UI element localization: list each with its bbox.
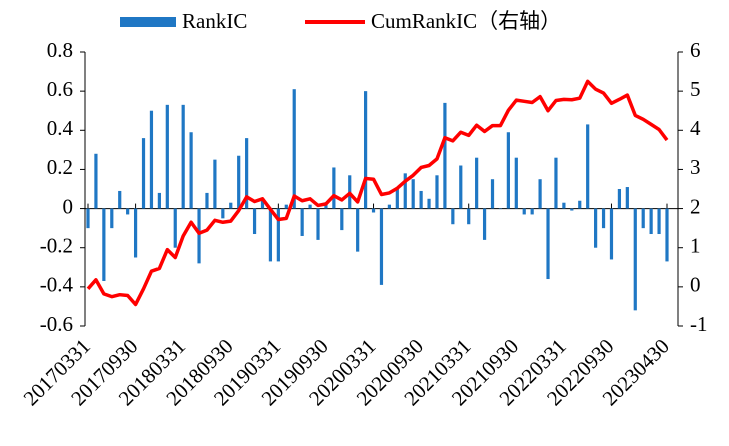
bar [213, 159, 217, 209]
bar [316, 208, 320, 240]
y-tick-label: -0.6 [40, 312, 73, 336]
bar [189, 132, 193, 209]
legend-label: RankIC [182, 9, 247, 33]
bar [149, 110, 154, 209]
bar [625, 187, 629, 209]
bar [94, 153, 98, 209]
bar [284, 204, 288, 209]
bar [292, 89, 296, 209]
bar [419, 190, 423, 209]
bar [562, 202, 566, 209]
bar [482, 208, 487, 240]
bar [165, 104, 169, 209]
bar [387, 204, 391, 209]
y2-tick-label: 4 [690, 116, 701, 140]
bar [641, 208, 645, 229]
bar [102, 208, 106, 281]
y2-tick-label: 5 [690, 77, 701, 101]
bar [126, 208, 130, 215]
bar [110, 208, 114, 229]
bar [229, 202, 233, 209]
y2-tick-label: 3 [690, 155, 701, 179]
legend-swatch [120, 17, 176, 27]
bar [633, 208, 637, 311]
bar [86, 208, 90, 229]
bar [332, 167, 336, 209]
y-tick-label: 0.8 [47, 38, 73, 62]
bar [467, 208, 471, 225]
bar [276, 208, 280, 262]
bar [364, 91, 368, 209]
bar [197, 208, 201, 264]
bar [657, 208, 661, 235]
bar [443, 102, 447, 209]
bar [395, 187, 399, 209]
bar [506, 132, 510, 209]
bar [403, 173, 407, 209]
bar [475, 157, 479, 209]
bar [252, 208, 257, 235]
bar [157, 192, 161, 209]
bar [133, 208, 138, 258]
bar [490, 179, 495, 209]
bar [427, 198, 431, 209]
line [86, 79, 669, 307]
bar [118, 190, 122, 209]
y2-tick-label: 0 [690, 273, 701, 297]
y2-tick-label: 6 [690, 38, 701, 62]
bar [181, 104, 185, 209]
bar [538, 179, 542, 209]
bar [554, 157, 558, 209]
y2-tick-label: 1 [690, 234, 701, 258]
bar [340, 208, 344, 231]
bar [578, 200, 582, 209]
y-tick-label: 0.4 [47, 116, 74, 140]
bar [514, 157, 518, 209]
y-tick-label: 0 [63, 194, 74, 218]
bar [379, 208, 384, 285]
bar [371, 208, 376, 213]
bar [141, 138, 146, 209]
bar [300, 208, 304, 236]
bar [617, 189, 622, 209]
bar [245, 138, 249, 209]
bar [498, 208, 503, 210]
bar [609, 208, 614, 260]
y2-tick-label: 2 [690, 194, 701, 218]
bar [221, 208, 225, 219]
bar [260, 200, 265, 209]
y-tick-label: -0.2 [40, 234, 73, 258]
y-tick-label: 0.6 [47, 77, 73, 101]
bar [435, 175, 439, 209]
bar [594, 208, 598, 248]
bar [173, 208, 177, 248]
bar [530, 208, 534, 215]
bar [237, 155, 241, 209]
bar [649, 208, 653, 235]
y2-tick-label: -1 [690, 312, 708, 336]
bar [546, 208, 550, 280]
legend-label: CumRankIC（右轴） [371, 9, 561, 33]
bar [451, 208, 455, 225]
bar [356, 208, 360, 252]
bar [601, 208, 606, 229]
bar [308, 204, 312, 209]
bar [570, 208, 574, 211]
bar [411, 179, 415, 209]
bar [665, 208, 669, 262]
bar [459, 165, 463, 209]
bar [586, 124, 590, 209]
y-tick-label: -0.4 [40, 273, 74, 297]
bar [205, 192, 209, 209]
y-tick-label: 0.2 [47, 155, 73, 179]
bar [522, 208, 526, 215]
bar [268, 208, 273, 262]
